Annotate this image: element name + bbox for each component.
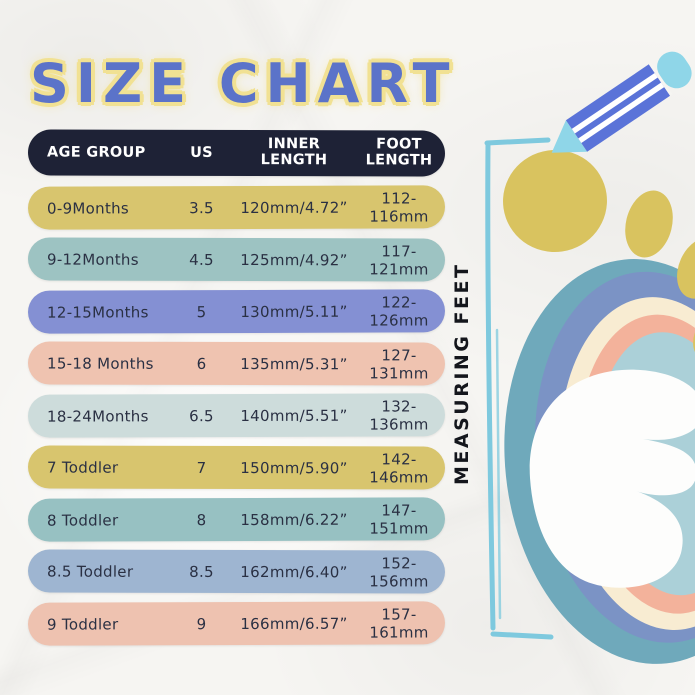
header-us-size: US xyxy=(190,144,213,161)
cell-us-size: 8 xyxy=(196,510,207,529)
cell-inner-length: 125mm/4.92” xyxy=(240,250,348,269)
measuring-feet-label: MEASURING FEET xyxy=(451,262,473,486)
cell-age-group: 8 Toddler xyxy=(46,510,119,530)
cell-us-size: 4.5 xyxy=(189,250,214,269)
big-toe xyxy=(503,149,607,253)
cell-us-size: 7 xyxy=(196,458,207,477)
cell-age-group: 0-9Months xyxy=(46,198,130,218)
table-row: 0-9Months 3.5 120mm/4.72” 112-116mm xyxy=(27,185,446,230)
cell-inner-length: 130mm/5.11” xyxy=(240,302,348,321)
cell-inner-length: 120mm/4.72” xyxy=(240,198,348,217)
table-row: 8.5 Toddler 8.5 162mm/6.40” 152-156mm xyxy=(27,549,446,594)
footprint-highlight xyxy=(529,369,695,588)
cell-foot-length: 157-161mm xyxy=(369,604,429,642)
table-row: 7 Toddler 7 150mm/5.90” 142-146mm xyxy=(27,445,446,490)
cell-foot-length: 117-121mm xyxy=(369,241,429,279)
toe xyxy=(677,237,695,299)
cell-us-size: 5 xyxy=(196,302,207,321)
size-chart-title: SIZE CHART xyxy=(30,52,457,115)
cell-foot-length: 147-151mm xyxy=(369,500,429,538)
cell-us-size: 8.5 xyxy=(189,562,214,581)
cell-us-size: 3.5 xyxy=(189,198,214,217)
header-foot-length: FOOT LENGTH xyxy=(365,136,433,169)
table-row: 9-12Months 4.5 125mm/4.92” 117-121mm xyxy=(27,237,446,282)
cell-foot-length: 132-136mm xyxy=(369,396,429,434)
header-age-group: AGE GROUP xyxy=(46,144,146,161)
cell-inner-length: 162mm/6.40” xyxy=(240,562,348,581)
cell-us-size: 9 xyxy=(196,614,207,633)
table-row: 18-24Months 6.5 140mm/5.51” 132-136mm xyxy=(27,393,446,438)
cell-inner-length: 135mm/5.31” xyxy=(240,354,348,373)
table-row: 8 Toddler 8 158mm/6.22” 147-151mm xyxy=(27,497,446,542)
cell-foot-length: 127-131mm xyxy=(369,345,429,383)
cell-age-group: 8.5 Toddler xyxy=(46,562,134,581)
toe xyxy=(625,190,673,258)
table-row: 15-18 Months 6 135mm/5.31” 127-131mm xyxy=(27,341,446,386)
cell-us-size: 6 xyxy=(196,354,207,373)
table-row: 12-15Months 5 130mm/5.11” 122-126mm xyxy=(27,289,446,334)
cell-age-group: 9-12Months xyxy=(46,250,139,269)
size-chart-table: AGE GROUP US INNER LENGTH FOOT LENGTH 0-… xyxy=(27,129,446,654)
cell-age-group: 15-18 Months xyxy=(46,354,154,373)
header-inner-length: INNER LENGTH xyxy=(260,136,328,169)
cell-inner-length: 166mm/6.57” xyxy=(240,614,348,633)
cell-inner-length: 158mm/6.22” xyxy=(240,510,348,529)
cell-age-group: 18-24Months xyxy=(46,406,149,426)
cell-age-group: 9 Toddler xyxy=(46,614,119,634)
table-row: 9 Toddler 9 166mm/6.57” 157-161mm xyxy=(27,601,446,646)
footprint-icon xyxy=(503,149,695,664)
toe xyxy=(693,309,695,361)
cell-foot-length: 122-126mm xyxy=(369,292,429,330)
table-header-row: AGE GROUP US INNER LENGTH FOOT LENGTH xyxy=(27,129,446,177)
cell-age-group: 7 Toddler xyxy=(46,458,119,477)
cell-foot-length: 112-116mm xyxy=(369,188,429,226)
measuring-bracket xyxy=(484,137,554,640)
cell-foot-length: 152-156mm xyxy=(369,553,429,591)
cell-foot-length: 142-146mm xyxy=(369,449,429,487)
cell-us-size: 6.5 xyxy=(189,406,214,425)
cell-inner-length: 140mm/5.51” xyxy=(240,406,348,425)
cell-inner-length: 150mm/5.90” xyxy=(240,458,348,477)
cell-age-group: 12-15Months xyxy=(46,302,149,322)
pencil-icon xyxy=(551,51,692,153)
